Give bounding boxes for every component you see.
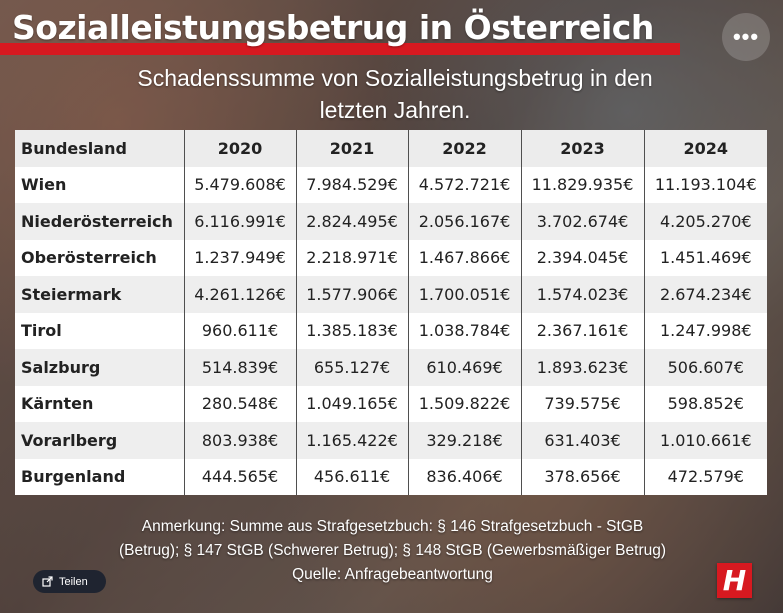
value-cell: 1.509.822€ xyxy=(407,385,521,422)
table-row: Steiermark 4.261.126€ 1.577.906€ 1.700.0… xyxy=(15,276,767,313)
footnote-line-1: Anmerkung: Summe aus Strafgesetzbuch: § … xyxy=(141,518,644,535)
value-cell: 1.165.422€ xyxy=(295,422,408,459)
table-row: Vorarlberg 803.938€ 1.165.422€ 329.218€ … xyxy=(15,422,767,459)
share-button[interactable]: Teilen xyxy=(33,570,106,593)
region-cell: Vorarlberg xyxy=(15,422,184,459)
value-cell: 329.218€ xyxy=(407,422,521,459)
value-cell: 1.247.998€ xyxy=(643,312,767,349)
value-cell: 2.394.045€ xyxy=(520,239,644,276)
region-cell: Wien xyxy=(15,166,184,203)
share-button-label: Teilen xyxy=(59,575,88,588)
more-dots-icon: ••• xyxy=(732,24,760,49)
value-cell: 444.565€ xyxy=(183,458,296,495)
value-cell: 2.056.167€ xyxy=(407,203,521,240)
value-cell: 610.469€ xyxy=(407,349,521,386)
value-cell: 1.385.183€ xyxy=(295,312,408,349)
value-cell: 1.700.051€ xyxy=(407,276,521,313)
region-cell: Burgenland xyxy=(15,458,184,495)
fraud-damage-table: Bundesland 2020 2021 2022 2023 2024 Wien… xyxy=(15,130,767,495)
column-header-2020: 2020 xyxy=(183,130,296,167)
value-cell: 4.205.270€ xyxy=(643,203,767,240)
region-cell: Steiermark xyxy=(15,276,184,313)
title-accent-bar xyxy=(0,43,680,55)
value-cell: 836.406€ xyxy=(407,458,521,495)
column-header-2021: 2021 xyxy=(295,130,408,167)
value-cell: 1.010.661€ xyxy=(643,422,767,459)
value-cell: 2.824.495€ xyxy=(295,203,408,240)
value-cell: 1.038.784€ xyxy=(407,312,521,349)
subtitle-line-1: Schadenssumme von Sozialleistungsbetrug … xyxy=(137,65,653,91)
value-cell: 4.572.721€ xyxy=(407,166,521,203)
value-cell: 1.049.165€ xyxy=(295,385,408,422)
value-cell: 631.403€ xyxy=(520,422,644,459)
value-cell: 7.984.529€ xyxy=(295,166,408,203)
region-cell: Kärnten xyxy=(15,385,184,422)
value-cell: 506.607€ xyxy=(643,349,767,386)
region-cell: Oberösterreich xyxy=(15,239,184,276)
footnote-line-2: (Betrug); § 147 StGB (Schwerer Betrug); … xyxy=(118,542,667,559)
value-cell: 2.218.971€ xyxy=(295,239,408,276)
region-cell: Salzburg xyxy=(15,349,184,386)
value-cell: 598.852€ xyxy=(643,385,767,422)
share-icon xyxy=(42,576,53,587)
column-header-region: Bundesland xyxy=(15,130,184,167)
value-cell: 1.577.906€ xyxy=(295,276,408,313)
page-title: Sozialleistungsbetrug in Österreich xyxy=(12,8,654,47)
brand-logo: H xyxy=(717,563,752,598)
value-cell: 803.938€ xyxy=(183,422,296,459)
column-header-2022: 2022 xyxy=(407,130,521,167)
value-cell: 1.467.866€ xyxy=(407,239,521,276)
table-row: Burgenland 444.565€ 456.611€ 836.406€ 37… xyxy=(15,458,767,495)
value-cell: 1.574.023€ xyxy=(520,276,644,313)
region-cell: Niederösterreich xyxy=(15,203,184,240)
table-row: Kärnten 280.548€ 1.049.165€ 1.509.822€ 7… xyxy=(15,385,767,422)
value-cell: 739.575€ xyxy=(520,385,644,422)
value-cell: 3.702.674€ xyxy=(520,203,644,240)
value-cell: 514.839€ xyxy=(183,349,296,386)
value-cell: 280.548€ xyxy=(183,385,296,422)
table-row: Oberösterreich 1.237.949€ 2.218.971€ 1.4… xyxy=(15,239,767,276)
table-row: Salzburg 514.839€ 655.127€ 610.469€ 1.89… xyxy=(15,349,767,386)
value-cell: 960.611€ xyxy=(183,312,296,349)
value-cell: 2.367.161€ xyxy=(520,312,644,349)
value-cell: 4.261.126€ xyxy=(183,276,296,313)
column-header-2023: 2023 xyxy=(520,130,644,167)
value-cell: 11.829.935€ xyxy=(520,166,644,203)
value-cell: 472.579€ xyxy=(643,458,767,495)
value-cell: 378.656€ xyxy=(520,458,644,495)
column-header-2024: 2024 xyxy=(643,130,767,167)
subtitle-line-2: letzten Jahren. xyxy=(319,97,471,123)
table-row: Niederösterreich 6.116.991€ 2.824.495€ 2… xyxy=(15,203,767,240)
brand-logo-letter: H xyxy=(722,563,747,597)
value-cell: 456.611€ xyxy=(295,458,408,495)
data-table-container: Bundesland 2020 2021 2022 2023 2024 Wien… xyxy=(15,130,767,495)
value-cell: 1.451.469€ xyxy=(643,239,767,276)
title-banner: Sozialleistungsbetrug in Österreich xyxy=(0,8,680,56)
value-cell: 5.479.608€ xyxy=(183,166,296,203)
table-header-row: Bundesland 2020 2021 2022 2023 2024 xyxy=(15,130,767,167)
value-cell: 2.674.234€ xyxy=(643,276,767,313)
more-options-button[interactable]: ••• xyxy=(722,13,770,61)
footnote: Anmerkung: Summe aus Strafgesetzbuch: § … xyxy=(60,515,725,587)
value-cell: 1.237.949€ xyxy=(183,239,296,276)
value-cell: 11.193.104€ xyxy=(643,166,767,203)
value-cell: 1.893.623€ xyxy=(520,349,644,386)
value-cell: 655.127€ xyxy=(295,349,408,386)
region-cell: Tirol xyxy=(15,312,184,349)
source-line: Quelle: Anfragebeantwortung xyxy=(292,566,493,583)
table-row: Tirol 960.611€ 1.385.183€ 1.038.784€ 2.3… xyxy=(15,312,767,349)
value-cell: 6.116.991€ xyxy=(183,203,296,240)
page-subtitle: Schadenssumme von Sozialleistungsbetrug … xyxy=(110,62,680,126)
table-row: Wien 5.479.608€ 7.984.529€ 4.572.721€ 11… xyxy=(15,166,767,203)
